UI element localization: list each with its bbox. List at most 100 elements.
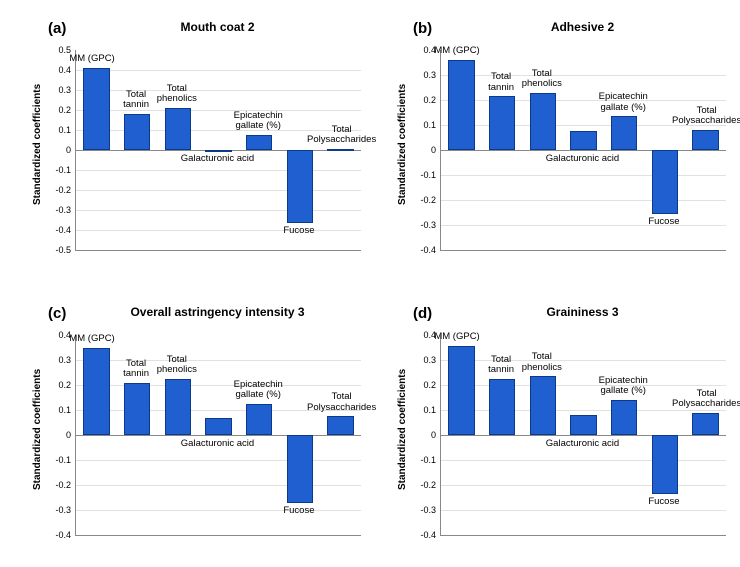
y-tick-label: -0.3: [47, 205, 71, 215]
y-axis-label: Standardized coefficients: [397, 84, 408, 205]
bar-label: TotalPolysaccharides: [667, 389, 740, 410]
y-axis-label: Standardized coefficients: [32, 84, 43, 205]
y-tick-label: -0.2: [412, 480, 436, 490]
y-axis-label: Standardized coefficients: [32, 369, 43, 490]
bar-label: Galacturonic acid: [173, 154, 263, 164]
y-tick-label: 0.4: [412, 330, 436, 340]
bar: [530, 93, 556, 151]
bar: [205, 150, 231, 152]
y-tick-label: -0.2: [47, 480, 71, 490]
bar: [205, 418, 231, 436]
bar-label: Totalphenolics: [149, 355, 204, 376]
bar: [327, 416, 353, 435]
y-tick-label: 0.2: [47, 105, 71, 115]
y-tick-label: 0.4: [47, 330, 71, 340]
figure: (a) Mouth coat 2 Standardized coefficients…: [0, 0, 740, 567]
y-tick-label: 0.2: [412, 95, 436, 105]
bar: [611, 116, 637, 150]
bar-label: MM (GPC): [434, 46, 494, 56]
bar-label: Fucose: [639, 497, 689, 507]
bar: [287, 435, 313, 503]
bar: [652, 435, 678, 494]
y-tick-label: 0: [412, 145, 436, 155]
y-tick-label: 0.1: [412, 120, 436, 130]
y-tick-label: 0.2: [412, 380, 436, 390]
bar-label: MM (GPC): [69, 54, 129, 64]
y-tick-label: 0.1: [412, 405, 436, 415]
bar: [124, 383, 150, 436]
bar-label: Galacturonic acid: [538, 154, 628, 164]
panel-letter: (a): [48, 20, 66, 37]
bar: [448, 346, 474, 435]
bar: [652, 150, 678, 214]
bar: [165, 379, 191, 435]
bar-label: MM (GPC): [434, 332, 494, 342]
y-tick-label: 0.3: [412, 355, 436, 365]
panel-title: Overall astringency intensity 3: [118, 305, 318, 319]
bar: [246, 135, 272, 150]
bar-label: Epicatechingallate (%): [226, 111, 291, 132]
bar: [489, 379, 515, 435]
y-tick-label: -0.3: [412, 220, 436, 230]
y-tick-label: -0.4: [412, 245, 436, 255]
y-axis-label: Standardized coefficients: [397, 369, 408, 490]
y-tick-label: 0.3: [412, 70, 436, 80]
bar: [124, 114, 150, 150]
y-tick-label: -0.4: [47, 225, 71, 235]
bar-label: TotalPolysaccharides: [302, 392, 382, 413]
plot-area: [75, 50, 361, 251]
bar-label: Totalphenolics: [149, 84, 204, 105]
bar-label: Fucose: [274, 226, 324, 236]
bar: [448, 60, 474, 150]
bar: [489, 96, 515, 150]
bar: [611, 400, 637, 435]
bar: [83, 348, 109, 436]
bar-label: TotalPolysaccharides: [302, 125, 382, 146]
y-tick-label: 0: [47, 145, 71, 155]
panel-d: (d) Graininess 3 Standardized coefficients…: [385, 300, 735, 560]
y-tick-label: 0.3: [47, 355, 71, 365]
panel-letter: (d): [413, 305, 432, 322]
y-tick-label: 0: [412, 430, 436, 440]
bar-label: Fucose: [274, 506, 324, 516]
y-tick-label: 0.3: [47, 85, 71, 95]
y-tick-label: 0.1: [47, 405, 71, 415]
y-tick-label: -0.1: [412, 455, 436, 465]
bar: [570, 131, 596, 150]
bar-label: Galacturonic acid: [538, 439, 628, 449]
panel-letter: (c): [48, 305, 66, 322]
bar: [327, 149, 353, 151]
y-tick-label: -0.1: [47, 165, 71, 175]
y-tick-label: -0.4: [47, 530, 71, 540]
bar: [83, 68, 109, 150]
y-tick-label: -0.3: [47, 505, 71, 515]
bar: [570, 415, 596, 435]
y-tick-label: -0.3: [412, 505, 436, 515]
panel-title: Mouth coat 2: [118, 20, 318, 34]
y-tick-label: 0.4: [47, 65, 71, 75]
panel-title: Adhesive 2: [483, 20, 683, 34]
panel-c: (c) Overall astringency intensity 3 Standa…: [20, 300, 370, 560]
bar-label: MM (GPC): [69, 334, 129, 344]
bar: [165, 108, 191, 150]
y-tick-label: -0.1: [47, 455, 71, 465]
bar-label: Epicatechingallate (%): [226, 380, 291, 401]
y-tick-label: 0.2: [47, 380, 71, 390]
panel-title: Graininess 3: [483, 305, 683, 319]
y-tick-label: 0.5: [47, 45, 71, 55]
bar-label: Totalphenolics: [514, 352, 569, 373]
bar: [692, 413, 718, 436]
bar-label: Epicatechingallate (%): [591, 376, 656, 397]
bar: [692, 130, 718, 150]
bar-label: Fucose: [639, 217, 689, 227]
bar: [287, 150, 313, 223]
bar-label: Epicatechingallate (%): [591, 92, 656, 113]
bar-label: TotalPolysaccharides: [667, 106, 740, 127]
y-tick-label: 0.1: [47, 125, 71, 135]
panel-a: (a) Mouth coat 2 Standardized coefficients…: [20, 15, 370, 275]
y-tick-label: 0: [47, 430, 71, 440]
bar-label: Galacturonic acid: [173, 439, 263, 449]
y-tick-label: -0.1: [412, 170, 436, 180]
panel-b: (b)Adhesive 2Standardized coefficients-0…: [385, 15, 735, 275]
bar-label: Totalphenolics: [514, 69, 569, 90]
